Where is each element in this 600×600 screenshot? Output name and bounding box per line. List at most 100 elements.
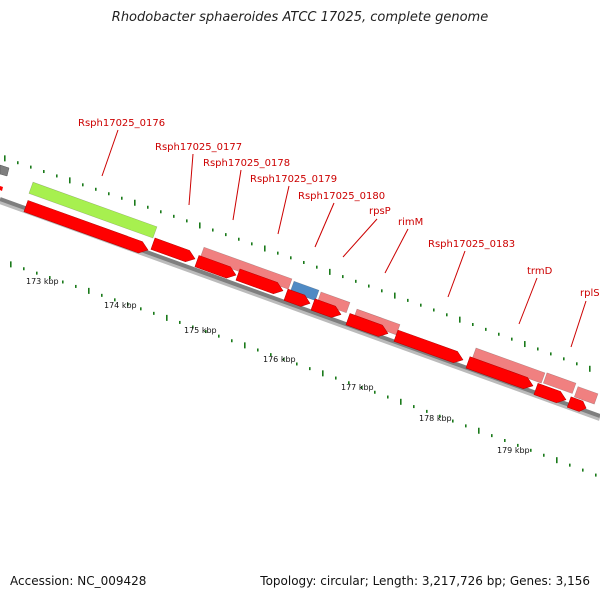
topology-label: Topology:	[260, 574, 317, 588]
tick-dot	[498, 332, 500, 336]
features	[23, 181, 599, 412]
tick-dot	[387, 395, 389, 399]
label-leader-line	[101, 129, 119, 177]
cds-arrow	[283, 288, 311, 307]
label-leader-line	[277, 185, 290, 235]
tick-dot	[251, 242, 253, 246]
tick-dot	[56, 174, 58, 178]
scale-labels: 173 kbp 174 kbp 175 kbp 176 kbp 177 kbp 178 k…	[26, 277, 530, 455]
tick-dot	[446, 313, 448, 317]
tick-dot	[134, 199, 136, 206]
tick-dot	[277, 251, 279, 255]
tick-dot	[381, 289, 383, 293]
tick-dot	[303, 260, 305, 264]
accession-label: Accession:	[10, 574, 74, 588]
tick-dot	[537, 347, 539, 351]
label-leader-line	[314, 202, 335, 248]
tick-dot	[75, 284, 77, 288]
scale-label: 179 kbp	[497, 446, 530, 455]
tick-dot	[329, 268, 331, 275]
tick-dot	[257, 348, 259, 352]
scale-label: 178 kbp	[419, 414, 452, 423]
tick-dot	[121, 196, 123, 200]
feature-label: Rsph17025_0178	[203, 158, 290, 169]
feature-label: rpsP	[369, 206, 391, 217]
genes-value: 3,156	[555, 574, 590, 588]
feature-label: rimM	[398, 217, 423, 228]
length-value: 3,217,726 bp;	[421, 574, 507, 588]
tick-dot	[140, 307, 142, 311]
genes-label: Genes:	[509, 574, 552, 588]
label-leader-line	[188, 153, 194, 206]
accession-text: Accession: NC_009428	[10, 574, 146, 588]
scale-label: 177 kbp	[341, 383, 374, 392]
tick-dot	[394, 292, 396, 299]
tick-dot	[212, 228, 214, 232]
scale-label: 176 kbp	[263, 355, 296, 364]
tick-dot	[270, 353, 272, 357]
tick-dot	[407, 298, 409, 302]
tick-dot	[231, 339, 233, 343]
tick-dot	[485, 327, 487, 331]
tick-dot	[576, 362, 578, 366]
tick-dot	[108, 192, 110, 196]
tick-dot	[283, 357, 285, 361]
tick-dot	[511, 337, 513, 341]
accession-value: NC_009428	[77, 574, 147, 588]
tick-dot	[543, 453, 545, 457]
tick-dot	[199, 222, 201, 229]
tick-dot	[173, 214, 175, 218]
tick-dot	[88, 287, 90, 294]
tick-dot	[569, 463, 571, 467]
tick-dot	[582, 468, 584, 472]
tick-dot	[264, 245, 266, 252]
tick-dot	[244, 342, 246, 349]
tick-dot	[95, 187, 97, 191]
feature-labels: Rsph17025_0176 Rsph17025_0177 Rsph17025_01…	[78, 118, 600, 299]
cds-arrow	[393, 329, 464, 364]
tick-dot	[589, 365, 591, 372]
tick-dot	[114, 298, 116, 302]
feature-label: Rsph17025_0176	[78, 118, 165, 129]
tick-dot	[433, 308, 435, 312]
cds-arrow	[23, 200, 149, 254]
offscreen-gene-fragment	[0, 164, 10, 177]
tick-dot	[335, 376, 337, 380]
tick-dot	[62, 280, 64, 284]
feature-label: rplS	[580, 288, 600, 299]
tick-dot	[478, 427, 480, 434]
tick-dot	[374, 390, 376, 394]
tick-dot	[147, 205, 149, 209]
tick-dot	[322, 370, 324, 377]
label-leader-line	[342, 218, 378, 258]
tick-dot	[17, 161, 19, 165]
tick-dot	[160, 210, 162, 214]
scale-label: 175 kbp	[184, 326, 217, 335]
tick-dot	[290, 256, 292, 260]
cds-arrow	[566, 396, 587, 412]
tick-dot	[452, 419, 454, 423]
tick-dot	[368, 284, 370, 288]
tick-dot	[205, 330, 207, 334]
tick-dot	[355, 279, 357, 283]
tick-dot	[361, 386, 363, 390]
tick-dot	[426, 409, 428, 413]
label-leader-line	[518, 277, 538, 325]
label-leader-line	[384, 228, 409, 274]
tick-dot	[530, 448, 532, 452]
tick-dot	[127, 302, 129, 306]
tick-dot	[179, 320, 181, 324]
tick-dot	[238, 237, 240, 241]
tick-dot	[504, 439, 506, 443]
tick-dot	[556, 457, 558, 464]
map-title: Rhodobacter sphaeroides ATCC 17025, comp…	[111, 10, 489, 25]
tick-dot	[296, 362, 298, 366]
tick-dot	[30, 165, 32, 169]
tick-dot	[153, 311, 155, 315]
tick-dot	[517, 443, 519, 447]
feature-gene-bar	[542, 372, 577, 394]
tick-dot	[82, 183, 84, 187]
tick-dot	[309, 367, 311, 371]
cds-arrow	[465, 356, 534, 390]
